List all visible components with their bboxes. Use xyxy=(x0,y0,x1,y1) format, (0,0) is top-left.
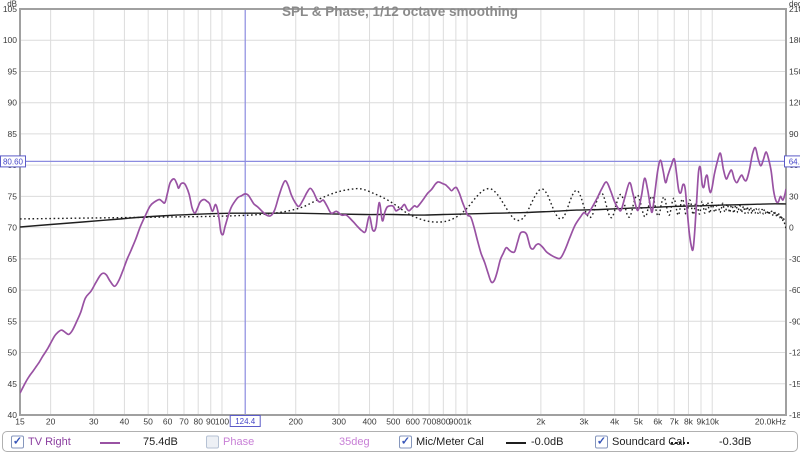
x-axis-labels: 15 20 30 40 50 60 70 80 90 100 200 300 400 500 600 700 8… xyxy=(15,417,786,427)
y-axis-right-tick: 30 xyxy=(789,191,799,201)
y-axis-left-tick: 75 xyxy=(8,191,18,201)
cursor-spl-readout-text: 80.60 xyxy=(3,157,24,166)
cursor-freq-readout-text: 124.4 xyxy=(235,417,256,426)
tv-right-line-swatch xyxy=(100,441,120,444)
y-axis-left-tick: 70 xyxy=(8,223,18,233)
soundcard-cal-trace xyxy=(20,187,786,230)
y-axis-left-tick: 105 xyxy=(3,4,17,14)
x-axis-tick: 2k xyxy=(536,417,546,427)
mic-meter-cal-checkbox[interactable] xyxy=(399,435,412,448)
x-axis-tick: 6k xyxy=(653,417,663,427)
x-axis-tick: 20 xyxy=(46,417,56,427)
y-axis-left-tick: 45 xyxy=(8,379,18,389)
phase-value: 35deg xyxy=(339,435,370,448)
y-axis-left-tick: 55 xyxy=(8,316,18,326)
x-axis-tick: 100 xyxy=(215,417,229,427)
x-axis-tick: 9k xyxy=(697,417,707,427)
x-axis-tick: 700 xyxy=(422,417,436,427)
y-axis-left-tick: 100 xyxy=(3,35,17,45)
y-axis-right-tick: -30 xyxy=(789,254,800,264)
soundcard-cal-label: Soundcard Cal xyxy=(612,435,685,448)
x-axis-tick: 90 xyxy=(206,417,216,427)
x-axis-tick: 60 xyxy=(163,417,173,427)
mic-meter-cal-value: -0.0dB xyxy=(531,435,564,448)
mic-meter-cal-label: Mic/Meter Cal xyxy=(416,435,484,448)
phase-label: Phase xyxy=(223,435,255,448)
x-axis-tick: 15 xyxy=(15,417,25,427)
mic-meter-cal-line-swatch xyxy=(506,441,526,444)
x-axis-tick: 8k xyxy=(684,417,694,427)
cursor-freq-readout-box xyxy=(229,415,261,427)
x-axis-tick: 600 xyxy=(406,417,420,427)
y-axis-right-tick: -150 xyxy=(789,379,800,389)
x-axis-tick: 800 xyxy=(436,417,450,427)
cursor-deg-readout-box xyxy=(784,155,800,168)
x-axis-tick: 7k xyxy=(670,417,680,427)
y-axis-right-tick: 150 xyxy=(789,66,800,76)
phase-checkbox[interactable] xyxy=(206,435,219,448)
x-axis-tick: 3k xyxy=(580,417,590,427)
x-axis-tick: 40 xyxy=(120,417,130,427)
y-axis-right-unit: deg xyxy=(789,0,800,9)
y-axis-left-tick: 85 xyxy=(8,129,18,139)
y-axis-left-tick: 95 xyxy=(8,66,18,76)
tv-right-value: 75.4dB xyxy=(143,435,178,448)
y-axis-right-tick: -180 xyxy=(789,410,800,420)
x-axis-tick: 50 xyxy=(143,417,153,427)
x-axis-tick: 20.0kHz xyxy=(755,417,786,427)
y-axis-right-tick: 90 xyxy=(789,129,799,139)
x-axis-tick: 300 xyxy=(332,417,346,427)
y-axis-left-tick: 60 xyxy=(8,285,18,295)
x-axis-tick: 30 xyxy=(89,417,99,427)
cursor-deg-readout: 64.8 xyxy=(784,155,800,168)
cursor-freq-readout: 124.4 xyxy=(229,415,261,427)
y-axis-right-tick: -120 xyxy=(789,348,800,358)
x-axis-tick: 900 xyxy=(449,417,463,427)
x-axis-tick: 500 xyxy=(386,417,400,427)
y-axis-right-tick: -60 xyxy=(789,285,800,295)
x-axis-tick: 10k xyxy=(705,417,719,427)
y-axis-left-tick: 50 xyxy=(8,348,18,358)
soundcard-cal-checkbox[interactable] xyxy=(595,435,608,448)
y-axis-left-tick: 40 xyxy=(8,410,18,420)
mic-meter-cal-trace xyxy=(20,203,786,228)
x-axis-tick: 400 xyxy=(362,417,376,427)
gridlines xyxy=(20,9,786,415)
y-axis-right-tick: 120 xyxy=(789,98,800,108)
plot-border xyxy=(19,8,787,416)
cursor-deg-readout-text: 64.8 xyxy=(789,157,800,166)
y-axis-right-labels: deg2101801501209060300-30-60-90-120-150-… xyxy=(789,0,800,420)
legend-bar: TV Right 75.4dB Phase 35deg Mic/Meter Ca… xyxy=(2,431,798,452)
y-axis-right-tick: 210 xyxy=(789,4,800,14)
y-axis-right-tick: 180 xyxy=(789,35,800,45)
cursor-spl-readout: 80.60 xyxy=(0,155,26,168)
tv-right-trace xyxy=(20,146,786,394)
y-axis-left-labels: dB105100959085807570656055504540 xyxy=(3,0,17,420)
x-axis-tick: 200 xyxy=(289,417,303,427)
x-axis-tick: 4k xyxy=(610,417,620,427)
x-axis-tick: 5k xyxy=(634,417,644,427)
x-axis-tick: 70 xyxy=(179,417,189,427)
y-axis-right-tick: -90 xyxy=(789,316,800,326)
x-axis-tick: 80 xyxy=(193,417,203,427)
cursor-spl-readout-box xyxy=(0,155,26,168)
y-axis-left-tick: 65 xyxy=(8,254,18,264)
y-axis-left-tick: 90 xyxy=(8,98,18,108)
x-axis-tick: 1k xyxy=(463,417,473,427)
y-axis-right-tick: 0 xyxy=(789,223,794,233)
soundcard-cal-value: -0.3dB xyxy=(719,435,752,448)
tv-right-checkbox[interactable] xyxy=(11,435,24,448)
y-axis-left-unit: dB xyxy=(7,0,17,9)
tv-right-label: TV Right xyxy=(28,435,71,448)
soundcard-cal-dots-swatch xyxy=(671,441,689,444)
